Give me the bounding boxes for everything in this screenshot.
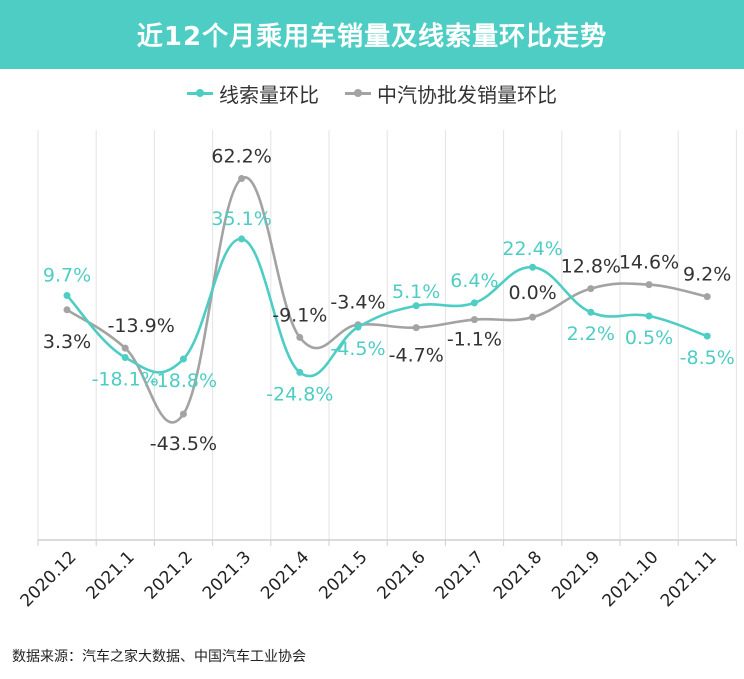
series-1-data-label: 6.4%	[450, 270, 498, 292]
series-1-point	[529, 263, 537, 271]
series-2-point	[470, 316, 478, 324]
chart-title: 近12个月乘用车销量及线索量环比走势	[136, 22, 608, 52]
x-tick-label: 2021.1	[83, 547, 139, 603]
series-1-data-label: 2.2%	[567, 323, 615, 345]
series-1-data-label: -18.8%	[150, 370, 217, 392]
series-1-data-label: 22.4%	[502, 238, 562, 260]
series-1-point	[179, 355, 187, 363]
series-1-point	[412, 302, 420, 310]
x-tick-label: 2021.5	[315, 547, 371, 603]
series-2-point	[179, 410, 187, 418]
series-1-data-label: 5.1%	[392, 281, 440, 303]
legend-label-series-2: 中汽协批发销量环比	[377, 82, 557, 107]
series-1-point	[470, 299, 478, 307]
series-1-point	[238, 235, 246, 243]
x-tick-label: 2021.3	[199, 547, 255, 603]
series-2-data-label: -3.4%	[330, 292, 385, 314]
series-2-point	[63, 306, 71, 314]
series-2-data-label: 12.8%	[561, 256, 621, 278]
series-2-data-label: -1.1%	[447, 329, 502, 351]
series-1-point	[121, 353, 129, 361]
series-2-data-label: 9.2%	[683, 264, 731, 286]
series-2-point	[645, 281, 653, 289]
series-2-data-label: 14.6%	[619, 252, 679, 274]
x-tick-label: 2021.4	[257, 547, 313, 603]
series-2-data-label: 0.0%	[508, 282, 556, 304]
series-1-data-label: -18.1%	[92, 368, 159, 390]
legend: 线索量环比 中汽协批发销量环比	[0, 78, 744, 108]
series-1-data-label: -8.5%	[680, 347, 735, 369]
x-tick-label: 2021.6	[374, 547, 430, 603]
series-2-point	[529, 313, 537, 321]
series-2-point	[296, 333, 304, 341]
series-2-point	[121, 344, 129, 352]
series-2-point	[238, 175, 246, 183]
series-2-data-label: 62.2%	[211, 146, 271, 168]
series-line-2	[66, 176, 708, 424]
series-1-point	[354, 323, 362, 331]
series-1-data-label: -4.5%	[330, 338, 385, 360]
series-1-data-label: 35.1%	[211, 208, 271, 230]
series-1-data-label: 9.7%	[43, 265, 91, 287]
x-tick-label: 2021.2	[141, 547, 197, 603]
series-2-point	[703, 293, 711, 301]
x-tick-label: 2021.11	[657, 547, 721, 611]
series-2-data-label: 3.3%	[43, 331, 91, 353]
series-1-data-label: -24.8%	[266, 383, 333, 405]
series-1-point	[703, 332, 711, 340]
legend-swatch-series-1	[187, 88, 213, 97]
legend-item-series-2: 中汽协批发销量环比	[345, 79, 557, 108]
line-chart: 2020.12 2021.1 2021.2 2021.3 2021.4 2021.5 202…	[17, 130, 737, 611]
series-2-point	[412, 324, 420, 332]
x-tick-label: 2021.9	[548, 547, 604, 603]
title-bar: 近12个月乘用车销量及线索量环比走势	[0, 0, 744, 69]
legend-item-series-1: 线索量环比	[187, 79, 319, 108]
x-tick-label: 2021.8	[490, 547, 546, 603]
series-2-data-label: -13.9%	[108, 315, 175, 337]
series-2-point	[587, 285, 595, 293]
series-1-point	[63, 292, 71, 300]
x-tick-label: 2021.7	[432, 547, 488, 603]
series-1-point	[587, 308, 595, 316]
legend-swatch-series-2	[345, 88, 371, 97]
series-1-data-label: 0.5%	[625, 327, 673, 349]
series-2-data-label: -43.5%	[150, 433, 217, 455]
source-note: 数据来源：汽车之家大数据、中国汽车工业协会	[12, 649, 306, 665]
x-tick-label: 2020.12	[17, 547, 81, 611]
series-2-data-label: -4.7%	[389, 345, 444, 367]
series-1-point	[296, 368, 304, 376]
x-tick-label: 2021.10	[599, 547, 663, 611]
series-1-point	[645, 312, 653, 320]
series-2-data-label: -9.1%	[272, 304, 327, 326]
legend-label-series-1: 线索量环比	[219, 82, 319, 107]
